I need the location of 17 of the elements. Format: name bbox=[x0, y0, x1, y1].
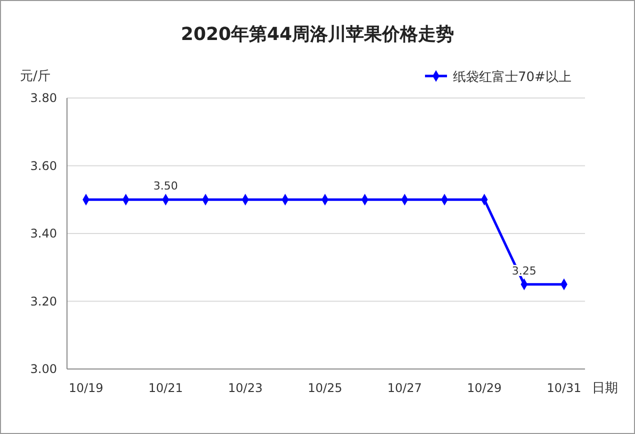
y-tick-label: 3.80 bbox=[30, 91, 57, 105]
y-tick-label: 3.40 bbox=[30, 226, 57, 240]
x-tick-label: 10/27 bbox=[387, 381, 422, 395]
chart-title: 2020年第44周洛川苹果价格走势 bbox=[180, 24, 454, 45]
x-tick-label: 10/23 bbox=[228, 381, 263, 395]
x-axis-title: 日期 bbox=[592, 381, 618, 396]
y-axis-title: 元/斤 bbox=[20, 69, 50, 84]
y-tick-label: 3.00 bbox=[30, 362, 57, 376]
x-tick-label: 10/21 bbox=[148, 381, 183, 395]
x-tick-label: 10/29 bbox=[467, 381, 502, 395]
y-tick-label: 3.60 bbox=[30, 158, 57, 173]
legend-label: 纸袋红富士70#以上 bbox=[453, 69, 572, 85]
x-tick-label: 10/25 bbox=[308, 381, 342, 395]
y-tick-label: 3.20 bbox=[30, 294, 57, 308]
data-label: 3.50 bbox=[153, 180, 178, 193]
x-tick-label: 10/31 bbox=[546, 381, 582, 395]
x-tick-label: 10/19 bbox=[68, 381, 104, 395]
